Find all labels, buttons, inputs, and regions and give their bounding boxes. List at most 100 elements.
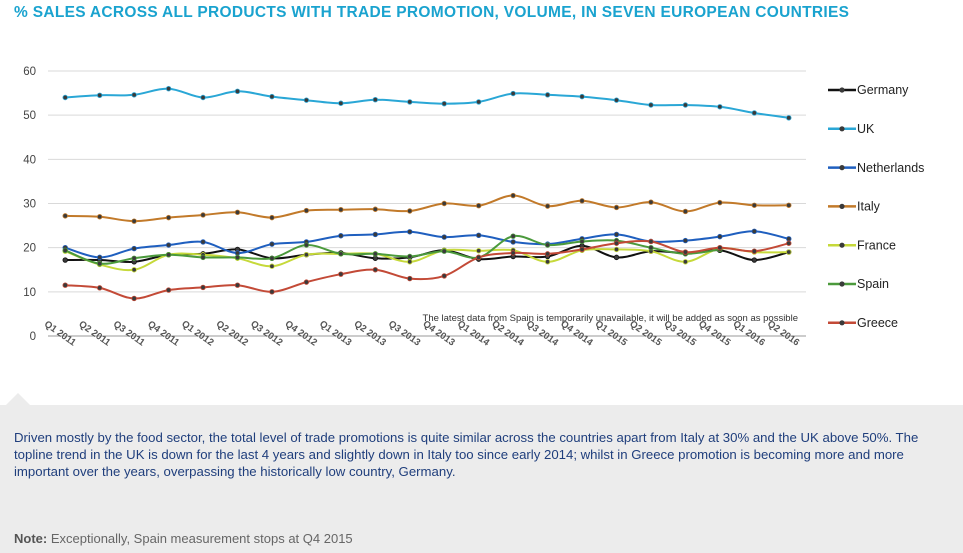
series-italy: [62, 192, 792, 224]
footnote-text: Exceptionally, Spain measurement stops a…: [47, 531, 353, 546]
y-tick-label: 40: [23, 154, 36, 166]
x-tick-label: Q4 2012: [283, 319, 319, 349]
y-tick-label: 50: [23, 110, 36, 122]
data-point: [62, 94, 68, 101]
data-point: [96, 260, 103, 267]
data-point: [303, 279, 310, 285]
data-point: [96, 285, 103, 291]
chart-annotation: The latest data from Spain is temporaril…: [423, 313, 798, 324]
data-point: [544, 92, 551, 98]
series-line: [65, 194, 789, 223]
data-point: [372, 267, 379, 273]
x-tick-label: Q2 2013: [352, 319, 388, 349]
series-france: [62, 245, 792, 273]
x-tick-label: Q1 2012: [179, 319, 215, 349]
data-point: [269, 289, 275, 295]
data-point: [682, 237, 689, 244]
series-uk: [62, 85, 792, 121]
x-tick-label: Q3 2011: [111, 319, 147, 349]
data-point: [682, 249, 689, 255]
data-point: [751, 257, 758, 263]
data-point: [475, 254, 482, 261]
data-point: [441, 248, 447, 254]
data-point: [303, 252, 310, 258]
data-point: [131, 255, 137, 261]
data-point: [338, 251, 344, 257]
data-point: [475, 99, 482, 105]
legend-label: Greece: [857, 316, 898, 330]
data-point: [407, 229, 413, 235]
legend-label: France: [857, 238, 896, 252]
data-point: [613, 254, 620, 261]
y-tick-label: 20: [23, 243, 36, 255]
legend-label: Spain: [857, 277, 889, 291]
data-point: [510, 233, 516, 239]
data-point: [717, 199, 723, 206]
legend-marker: [839, 242, 845, 248]
data-point: [544, 259, 551, 265]
data-point: [96, 92, 103, 98]
series-line: [64, 247, 789, 272]
data-point: [648, 199, 654, 205]
data-point: [786, 202, 792, 208]
series-greece: [62, 238, 792, 302]
y-axis-ticks: 0 10 20 30 40 50 60: [23, 66, 36, 343]
data-point: [613, 246, 620, 253]
data-point: [372, 231, 379, 238]
data-point: [475, 248, 482, 254]
data-point: [96, 254, 103, 261]
legend-marker: [839, 320, 845, 326]
series-line: [65, 87, 789, 119]
data-point: [303, 242, 310, 248]
data-point: [751, 202, 758, 208]
data-point: [407, 208, 413, 214]
chart-legend: Germany UK Netherlands Italy France Spain Gree…: [828, 83, 924, 330]
data-point: [510, 239, 516, 245]
data-point: [234, 282, 241, 288]
data-point: [544, 242, 551, 248]
legend-marker: [839, 126, 845, 132]
panel-pointer: [6, 393, 30, 405]
data-point: [510, 90, 516, 97]
data-point: [648, 244, 654, 251]
data-point: [269, 93, 275, 100]
data-point: [751, 228, 758, 235]
data-point: [165, 214, 172, 221]
data-point: [579, 198, 585, 204]
data-point: [165, 252, 172, 258]
legend-label: Germany: [857, 83, 909, 97]
data-point: [165, 287, 172, 293]
x-tick-label: Q2 2011: [77, 319, 113, 349]
chart-grid: [48, 70, 806, 337]
legend-marker: [839, 87, 845, 93]
data-point: [338, 271, 344, 277]
data-point: [165, 85, 172, 92]
data-point: [372, 255, 379, 261]
data-point: [269, 263, 275, 269]
footnote: Note: Exceptionally, Spain measurement s…: [14, 531, 353, 546]
legend-item-greece: Greece: [828, 316, 898, 330]
data-point: [269, 214, 275, 221]
data-point: [131, 92, 137, 98]
y-tick-label: 10: [23, 287, 36, 299]
data-point: [682, 208, 689, 215]
data-point: [751, 248, 758, 254]
legend-marker: [839, 203, 845, 209]
data-point: [579, 93, 585, 100]
data-point: [200, 254, 206, 261]
data-point: [303, 207, 310, 214]
data-point: [475, 232, 482, 238]
x-tick-label: Q1 2013: [317, 319, 353, 349]
data-point: [200, 94, 206, 101]
data-point: [441, 273, 447, 279]
data-point: [200, 239, 206, 245]
legend-marker: [839, 165, 845, 171]
data-point: [338, 100, 344, 106]
series-line: [64, 234, 721, 265]
data-point: [544, 251, 551, 257]
data-point: [786, 236, 792, 242]
legend-marker: [839, 281, 845, 287]
data-point: [510, 250, 516, 256]
data-point: [717, 244, 723, 251]
